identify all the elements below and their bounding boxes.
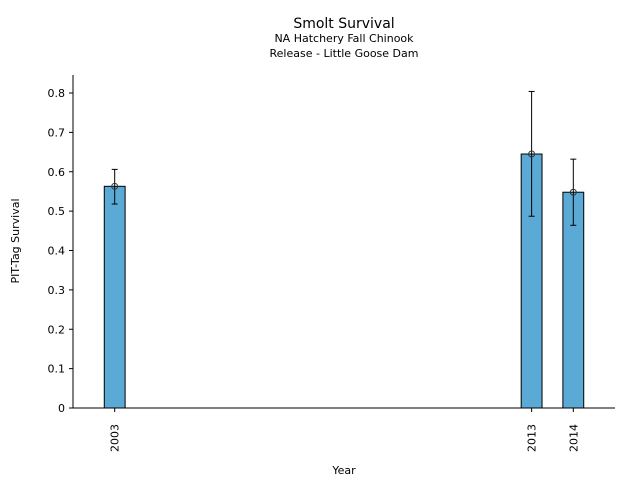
y-tick-label: 0.3 — [48, 284, 66, 297]
chart-title: Smolt Survival — [293, 16, 394, 32]
y-axis-label: PIT-Tag Survival — [9, 198, 22, 283]
y-tick-label: 0.6 — [48, 166, 66, 179]
y-tick-label: 0.5 — [48, 205, 66, 218]
x-tick-label: 2013 — [526, 424, 539, 452]
point-marker — [111, 182, 119, 190]
chart-subtitle-1: NA Hatchery Fall Chinook — [274, 32, 414, 45]
point-marker — [528, 150, 536, 158]
chart-subtitle-2: Release - Little Goose Dam — [270, 47, 419, 60]
y-tick-label: 0.7 — [48, 126, 66, 139]
y-tick-label: 0 — [58, 402, 65, 415]
x-tick-label: 2003 — [109, 424, 122, 452]
x-axis-label: Year — [331, 464, 356, 477]
bar-2003 — [103, 185, 126, 409]
y-tick-label: 0.1 — [48, 363, 66, 376]
y-tick-label: 0.2 — [48, 323, 66, 336]
y-tick-label: 0.4 — [48, 245, 66, 258]
point-marker — [569, 188, 577, 196]
y-tick-label: 0.8 — [48, 87, 66, 100]
x-tick-label: 2014 — [567, 424, 580, 452]
